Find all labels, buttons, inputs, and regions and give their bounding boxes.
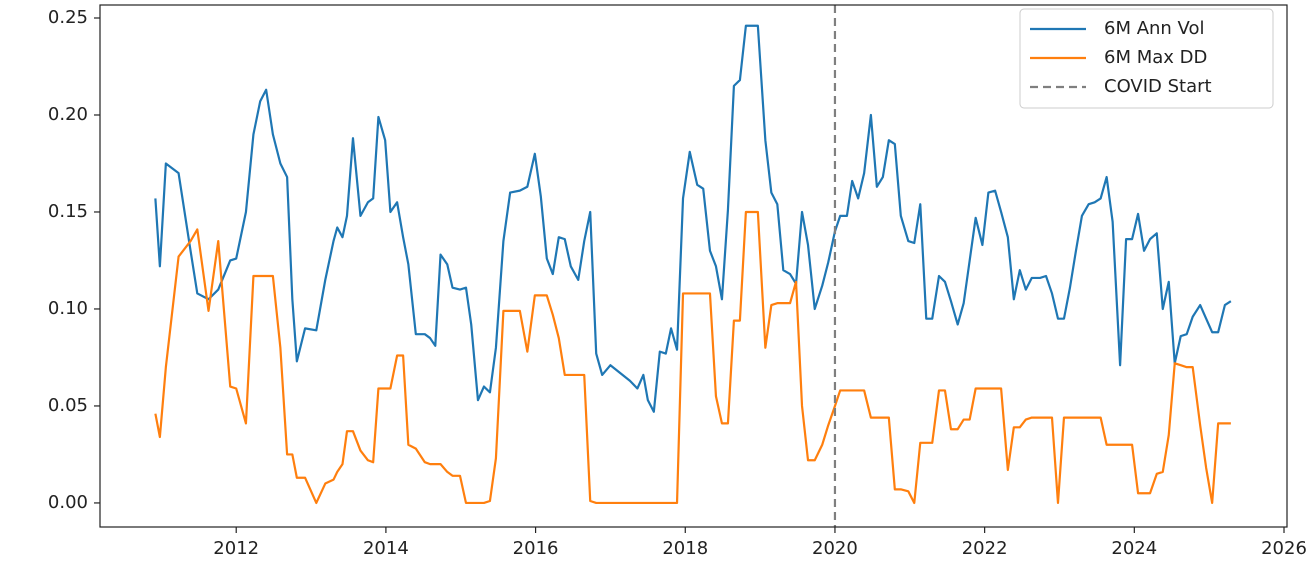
x-tick-label: 2024 (1111, 538, 1157, 559)
plot-frame (99, 4, 1288, 528)
y-tick-label: 0.15 (48, 201, 88, 222)
series-line (154, 210, 1231, 505)
x-tick-label: 2014 (363, 538, 409, 559)
legend-box (1019, 8, 1274, 109)
y-tick-label: 0.20 (48, 104, 88, 125)
series-line (154, 24, 1232, 413)
y-tick-label: 0.00 (48, 492, 88, 513)
x-tick-label: 2026 (1261, 538, 1307, 559)
x-tick-label: 2018 (662, 538, 708, 559)
x-tick-label: 2016 (513, 538, 559, 559)
legend-label: COVID Start (1104, 76, 1212, 97)
x-tick-label: 2022 (962, 538, 1008, 559)
y-tick-label: 0.25 (48, 7, 88, 28)
x-tick-label: 2020 (812, 538, 858, 559)
legend-label: 6M Max DD (1104, 47, 1207, 68)
y-tick-label: 0.05 (48, 395, 88, 416)
y-tick-label: 0.10 (48, 298, 88, 319)
legend-label: 6M Ann Vol (1104, 18, 1205, 39)
x-tick-label: 2012 (213, 538, 259, 559)
